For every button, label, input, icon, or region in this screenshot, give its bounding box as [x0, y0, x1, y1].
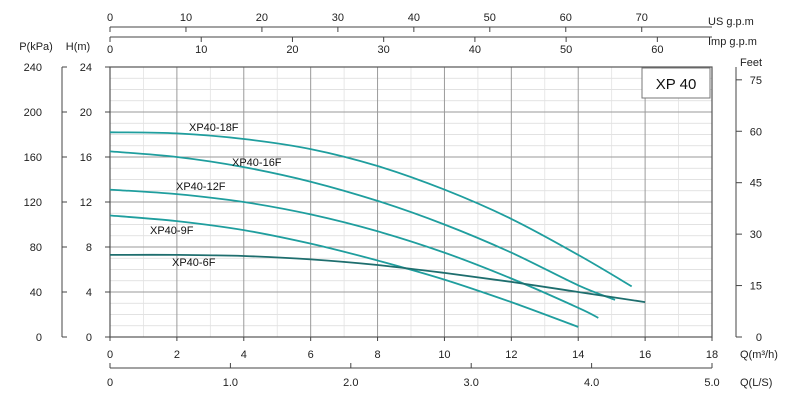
feet-axis-tick-label: 15	[750, 281, 762, 293]
q-axis-tick-label: 14	[572, 349, 584, 361]
ls-axis-tick-label: 0	[107, 377, 113, 389]
pressure-axis-tick-label: 200	[24, 107, 42, 119]
labels: XP40-18F XP40-16F XP40-12F XP40-9F XP40-6F	[150, 122, 282, 269]
us-gpm-axis-tick-label: 40	[408, 12, 420, 24]
imp-gpm-axis-tick-label: 50	[560, 44, 572, 56]
h-axis-label: H(m)	[66, 41, 90, 53]
pressure-axis-tick-label: 160	[24, 152, 42, 164]
imp-gpm-axis-tick-label: 30	[378, 44, 390, 56]
imp-gpm-axis-tick-label: 60	[651, 44, 663, 56]
pressure-axis-tick-label: 80	[30, 242, 42, 254]
pressure-axis-tick-label: 40	[30, 287, 42, 299]
h-axis-tick-label: 20	[80, 107, 92, 119]
ls-axis-tick-label: 2.0	[343, 377, 358, 389]
curve-label-xp40-18f: XP40-18F	[189, 122, 239, 134]
curve-label-xp40-12f: XP40-12F	[176, 181, 226, 193]
h-axis-tick-label: 8	[86, 242, 92, 254]
ls-axis-tick-label: 1.0	[223, 377, 238, 389]
us-gpm-axis-tick-label: 60	[560, 12, 572, 24]
feet-axis-label: Feet	[740, 57, 762, 69]
imp-gpm-axis-tick-label: 0	[107, 44, 113, 56]
q-axis-tick-label: 10	[438, 349, 450, 361]
feet-axis-tick-label: 60	[750, 126, 762, 138]
us-gpm-axis-tick-label: 70	[636, 12, 648, 24]
curve-label-xp40-16f: XP40-16F	[232, 157, 282, 169]
grid	[109, 66, 713, 338]
imp-gpm-axis-tick-label: 20	[286, 44, 298, 56]
h-axis-tick-label: 24	[80, 62, 92, 74]
ls-axis-label: Q(L/S)	[740, 377, 772, 389]
h-axis-tick-label: 12	[80, 197, 92, 209]
curve-label-xp40-6f: XP40-6F	[172, 257, 216, 269]
us-gpm-axis-tick-label: 50	[484, 12, 496, 24]
h-axis-tick-label: 4	[86, 287, 92, 299]
q-axis-tick-label: 4	[241, 349, 247, 361]
pressure-axis-label: P(kPa)	[19, 41, 53, 53]
curve-label-xp40-9f: XP40-9F	[150, 225, 194, 237]
feet-axis-tick-label: 30	[750, 229, 762, 241]
curve-xp40-16f	[109, 150, 616, 301]
pressure-axis-tick-label: 120	[24, 197, 42, 209]
ls-axis-tick-label: 5.0	[704, 377, 719, 389]
us-gpm-axis-tick-label: 10	[180, 12, 192, 24]
ls-axis-tick-label: 4.0	[584, 377, 599, 389]
h-axis-tick-label: 0	[86, 332, 92, 344]
h-axis-tick-label: 16	[80, 152, 92, 164]
q-axis-tick-label: 0	[107, 349, 113, 361]
axes: 04812162024H(m)04080120160200240P(kPa)01…	[19, 12, 778, 389]
us-gpm-axis-tick-label: 0	[107, 12, 113, 24]
us-gpm-axis-tick-label: 30	[332, 12, 344, 24]
q-axis-label: Q(m³/h)	[740, 349, 778, 361]
feet-axis-tick-label: 45	[750, 178, 762, 190]
curve-xp40-18f	[109, 131, 633, 288]
q-axis-tick-label: 8	[374, 349, 380, 361]
us-gpm-axis-tick-label: 20	[256, 12, 268, 24]
q-axis-tick-label: 18	[706, 349, 718, 361]
us-gpm-axis-label: US g.p.m	[708, 16, 754, 28]
curves	[109, 131, 646, 328]
chart-title-box: XP 40	[641, 67, 711, 99]
imp-gpm-axis-label: Imp g.p.m	[708, 36, 757, 48]
pressure-axis-tick-label: 0	[36, 332, 42, 344]
pressure-axis-tick-label: 240	[24, 62, 42, 74]
ls-axis-tick-label: 3.0	[464, 377, 479, 389]
chart-title: XP 40	[656, 76, 697, 93]
feet-axis-tick-label: 75	[750, 75, 762, 87]
feet-axis-tick-label: 0	[756, 332, 762, 344]
q-axis-tick-label: 12	[505, 349, 517, 361]
curve-xp40-9f	[109, 214, 579, 328]
curve-xp40-12f	[109, 188, 599, 319]
imp-gpm-axis-tick-label: 10	[195, 44, 207, 56]
q-axis-tick-label: 2	[174, 349, 180, 361]
curve-xp40-6f	[109, 253, 646, 303]
q-axis-tick-label: 6	[308, 349, 314, 361]
imp-gpm-axis-tick-label: 40	[469, 44, 481, 56]
q-axis-tick-label: 16	[639, 349, 651, 361]
